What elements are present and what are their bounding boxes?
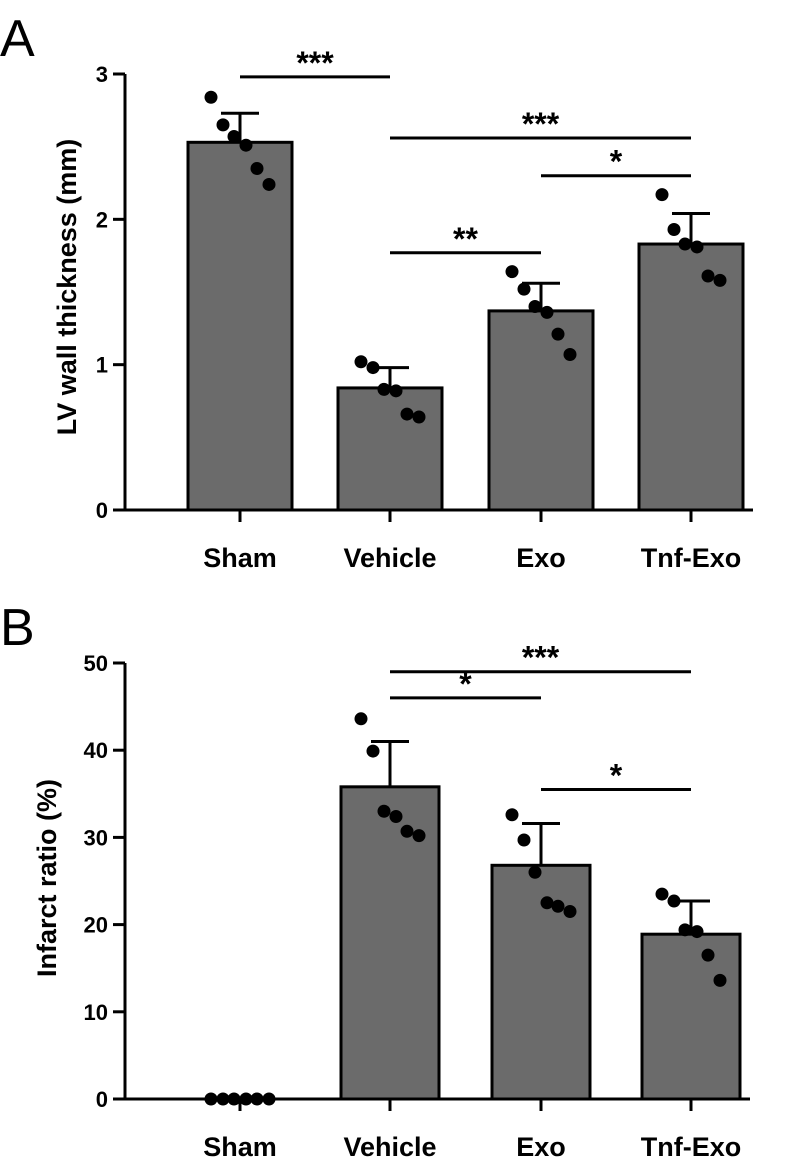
data-point — [366, 361, 380, 375]
bar — [186, 140, 294, 512]
data-point — [412, 410, 426, 424]
category-label: Exo — [516, 543, 566, 573]
data-point — [678, 237, 692, 251]
category-label: Sham — [203, 543, 277, 573]
panel-a-letter: A — [0, 10, 35, 68]
data-point — [678, 923, 692, 937]
data-point — [690, 925, 704, 939]
data-point — [517, 282, 531, 296]
y-tick-label: 40 — [84, 738, 108, 763]
significance-label: ** — [453, 221, 478, 257]
category-label: Tnf-Exo — [641, 543, 742, 573]
data-point — [377, 804, 391, 818]
data-point — [412, 829, 426, 843]
panel-b-y-axis-title: Infarct ratio (%) — [32, 779, 62, 977]
bar — [640, 932, 742, 1101]
y-tick-label: 20 — [84, 913, 108, 938]
data-point — [505, 265, 519, 279]
data-point — [354, 355, 368, 369]
significance-label: *** — [296, 45, 334, 81]
data-point — [528, 300, 542, 314]
data-point — [713, 973, 727, 987]
data-point — [540, 896, 554, 910]
bar — [637, 242, 745, 512]
significance-label: * — [459, 666, 472, 702]
data-point — [262, 1092, 276, 1106]
data-point — [204, 1092, 218, 1106]
data-point — [713, 273, 727, 287]
panel-b-letter: B — [0, 599, 35, 657]
significance-label: *** — [522, 106, 560, 142]
panel-a: A LV wall thickness (mm) 0 1 2 3 Sham Vehicle… — [0, 10, 753, 573]
data-point — [690, 240, 704, 254]
panel-a-y-axis-title: LV wall thickness (mm) — [52, 139, 82, 436]
data-point — [551, 327, 565, 341]
data-point — [551, 899, 565, 913]
data-point — [239, 1092, 253, 1106]
data-point — [701, 269, 715, 283]
bar — [336, 386, 444, 512]
data-point — [667, 894, 681, 908]
data-point — [667, 223, 681, 237]
bar — [487, 309, 595, 512]
category-label: Vehicle — [343, 543, 436, 573]
data-point — [400, 407, 414, 421]
significance-label: * — [610, 144, 623, 180]
category-label: Vehicle — [343, 1132, 436, 1161]
data-point — [227, 129, 241, 143]
y-tick-label: 0 — [96, 1087, 108, 1112]
significance-label: * — [610, 757, 623, 793]
panel-b: B Infarct ratio (%) 0 10 20 30 40 50 Sham Vehic… — [0, 599, 750, 1161]
category-label: Sham — [203, 1132, 277, 1161]
data-point — [366, 744, 380, 758]
y-tick-label: 50 — [84, 651, 108, 676]
data-point — [250, 161, 264, 175]
data-point — [389, 384, 403, 398]
data-point — [354, 712, 368, 726]
category-label: Exo — [516, 1132, 566, 1161]
data-point — [517, 833, 531, 847]
data-point — [400, 824, 414, 838]
data-point — [505, 808, 519, 822]
y-tick-label: 3 — [96, 62, 108, 87]
y-tick-label: 0 — [96, 498, 108, 523]
category-label: Tnf-Exo — [641, 1132, 742, 1161]
data-point — [563, 905, 577, 919]
data-point — [563, 347, 577, 361]
data-point — [227, 1092, 241, 1106]
y-tick-label: 1 — [96, 353, 108, 378]
significance-label: *** — [522, 640, 560, 676]
data-point — [262, 177, 276, 191]
data-point — [216, 1092, 230, 1106]
y-tick-label: 30 — [84, 825, 108, 850]
data-point — [377, 382, 391, 396]
data-point — [239, 138, 253, 152]
data-point — [389, 809, 403, 823]
data-point — [701, 948, 715, 962]
data-point — [216, 118, 230, 132]
data-point — [250, 1092, 264, 1106]
data-point — [655, 887, 669, 901]
data-point — [204, 90, 218, 104]
data-point — [540, 305, 554, 319]
data-point — [528, 865, 542, 879]
y-tick-label: 2 — [96, 207, 108, 232]
y-tick-label: 10 — [84, 1000, 108, 1025]
data-point — [655, 188, 669, 202]
